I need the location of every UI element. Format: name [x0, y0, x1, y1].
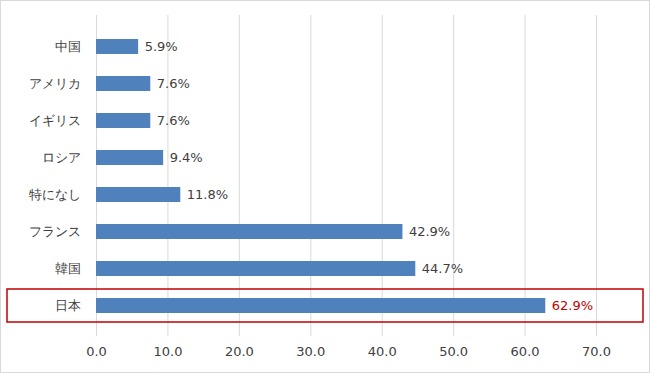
svg-text:0.0: 0.0 [86, 344, 107, 359]
svg-text:イギリス: イギリス [29, 113, 81, 128]
svg-text:10.0: 10.0 [153, 344, 182, 359]
svg-text:60.0: 60.0 [511, 344, 540, 359]
svg-text:韓国: 韓国 [55, 261, 81, 276]
svg-text:9.4%: 9.4% [170, 150, 203, 165]
svg-text:特になし: 特になし [29, 187, 81, 202]
svg-text:5.9%: 5.9% [145, 39, 178, 54]
svg-text:中国: 中国 [55, 39, 81, 54]
svg-text:フランス: フランス [29, 224, 81, 239]
svg-text:62.9%: 62.9% [552, 298, 593, 313]
svg-text:ロシア: ロシア [42, 150, 81, 165]
svg-text:50.0: 50.0 [439, 344, 468, 359]
svg-text:7.6%: 7.6% [157, 76, 190, 91]
svg-text:日本: 日本 [55, 298, 81, 313]
svg-text:7.6%: 7.6% [157, 113, 190, 128]
svg-text:44.7%: 44.7% [422, 261, 463, 276]
svg-text:11.8%: 11.8% [187, 187, 228, 202]
svg-text:40.0: 40.0 [368, 344, 397, 359]
svg-text:30.0: 30.0 [296, 344, 325, 359]
svg-text:70.0: 70.0 [582, 344, 611, 359]
svg-text:アメリカ: アメリカ [29, 76, 81, 91]
svg-text:42.9%: 42.9% [409, 224, 450, 239]
svg-text:20.0: 20.0 [225, 344, 254, 359]
